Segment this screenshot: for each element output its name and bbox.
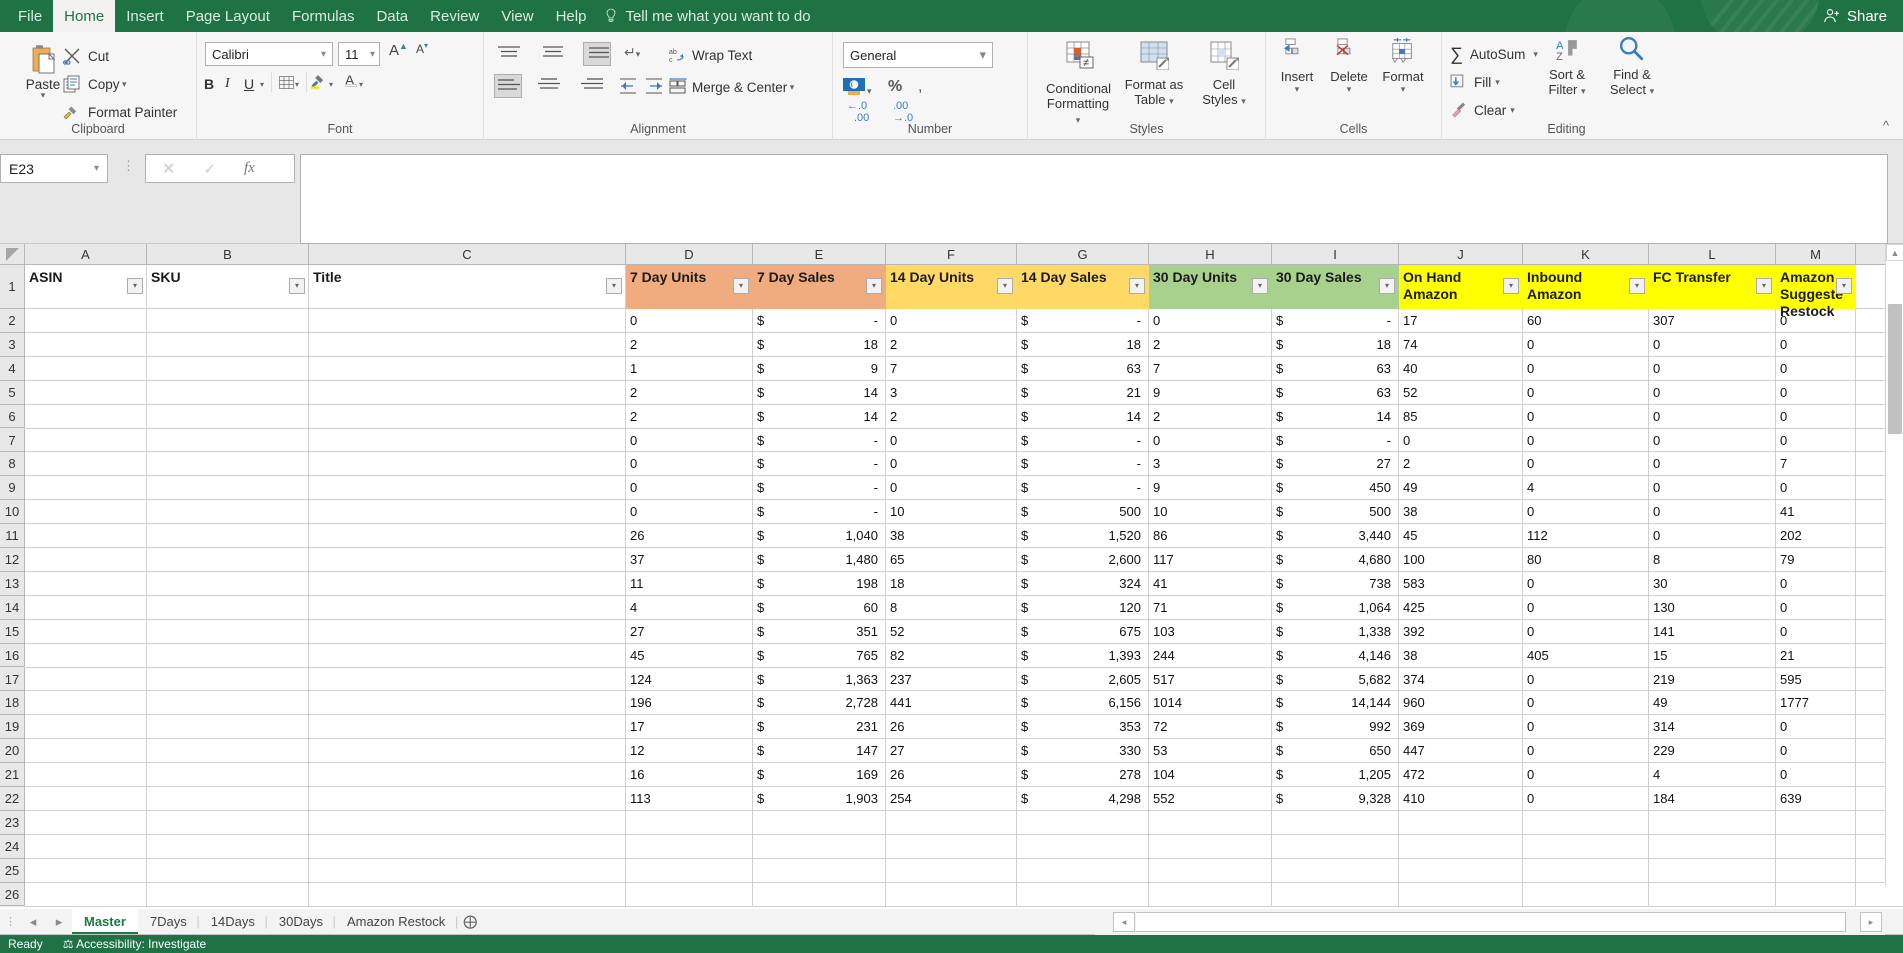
svg-text:≠: ≠ <box>1083 57 1089 69</box>
svg-text:ab: ab <box>669 49 677 56</box>
svg-text:c: c <box>669 57 673 64</box>
svg-text:Z: Z <box>1556 51 1563 62</box>
